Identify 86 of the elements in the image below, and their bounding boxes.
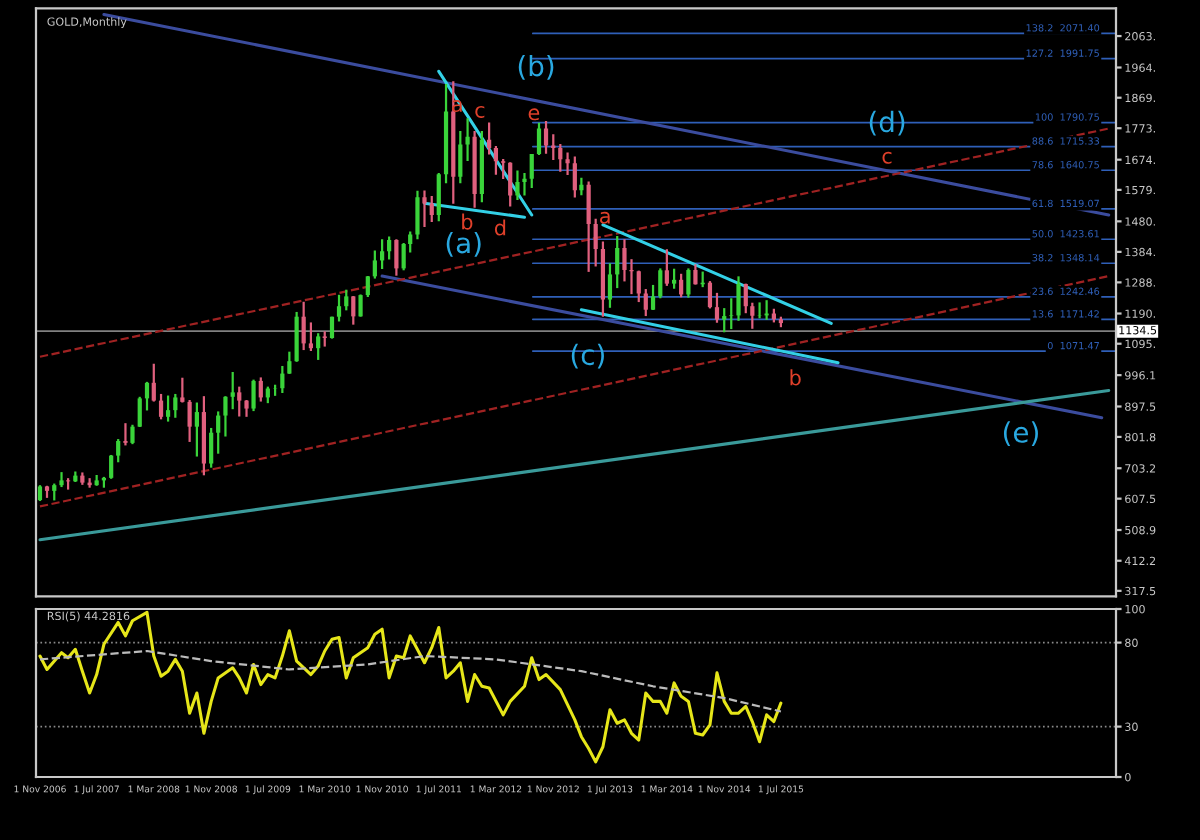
candlestick <box>722 307 727 334</box>
candlestick <box>316 332 321 362</box>
candlestick <box>387 235 392 261</box>
candlestick <box>422 189 427 229</box>
candlestick <box>344 288 349 312</box>
annotation: (b) <box>518 54 554 80</box>
candlestick <box>165 394 171 423</box>
candlestick <box>216 410 221 455</box>
candlestick <box>636 269 641 304</box>
candlestick <box>223 395 228 438</box>
candlestick <box>686 267 691 299</box>
candlestick <box>465 117 470 163</box>
candlestick <box>109 453 114 480</box>
candlestick <box>258 376 263 403</box>
candlestick <box>586 180 591 273</box>
candlestick <box>693 263 698 286</box>
candlestick <box>543 119 549 155</box>
candlestick <box>615 234 620 290</box>
line-series <box>38 610 783 764</box>
candlestick <box>736 275 741 322</box>
candlestick <box>493 144 499 176</box>
candlestick <box>187 398 192 444</box>
candlestick <box>372 249 377 280</box>
annotation: (e) <box>1003 421 1038 447</box>
candlestick <box>436 171 441 223</box>
candlestick <box>515 169 520 202</box>
candlestick <box>714 291 720 324</box>
candlestick <box>237 385 242 418</box>
candlestick <box>380 238 385 271</box>
candlestick <box>130 423 135 446</box>
candlestick <box>308 321 314 353</box>
candlestick <box>358 293 363 318</box>
candlestick <box>415 189 420 241</box>
candlestick <box>351 294 356 326</box>
annotation: (a) <box>446 231 481 257</box>
annotation: a <box>600 211 610 224</box>
annotation: d <box>494 219 506 236</box>
candlestick <box>194 401 199 458</box>
candlestick <box>729 297 734 331</box>
candlestick <box>508 161 513 208</box>
candlestick <box>551 133 556 162</box>
candlestick <box>757 301 762 320</box>
candlestick <box>501 157 506 181</box>
candlestick <box>394 238 399 277</box>
candlestick <box>158 392 164 421</box>
candlestick <box>650 283 656 312</box>
candlestick <box>429 194 434 224</box>
candlestick <box>558 143 563 173</box>
candlestick <box>287 350 292 376</box>
candlestick <box>707 279 713 310</box>
candlestick <box>294 310 299 363</box>
candlestick <box>458 129 463 185</box>
candlestick <box>536 121 542 157</box>
candlestick <box>336 293 342 323</box>
candlestick <box>251 378 256 413</box>
candlestick <box>522 171 527 197</box>
annotation: b <box>462 213 473 230</box>
candlestick <box>209 426 214 469</box>
candlestick <box>664 248 669 287</box>
candlestick <box>672 267 677 290</box>
candlestick <box>123 422 128 447</box>
annotation: c <box>882 151 892 164</box>
candlestick <box>593 217 598 268</box>
candlestick <box>230 370 235 411</box>
candlestick <box>365 274 370 299</box>
candlestick <box>565 151 570 177</box>
line-series <box>38 649 783 713</box>
candlestick <box>137 395 142 429</box>
candlestick <box>529 152 534 190</box>
candlestick <box>180 376 185 404</box>
candlestick <box>173 392 178 419</box>
candlestick <box>301 300 306 352</box>
candlestick <box>643 287 648 318</box>
candlestick <box>572 155 577 199</box>
candlestick <box>116 437 121 464</box>
annotation: b <box>790 369 801 386</box>
annotation: c <box>475 105 485 118</box>
candlestick <box>59 471 64 489</box>
candlestick <box>658 267 663 300</box>
candlestick <box>144 380 150 412</box>
candlestick <box>280 364 285 395</box>
candlestick <box>487 121 492 156</box>
candlestick <box>679 272 684 299</box>
candlestick <box>151 362 156 403</box>
annotation: e <box>528 108 540 121</box>
candlestick <box>607 262 613 309</box>
